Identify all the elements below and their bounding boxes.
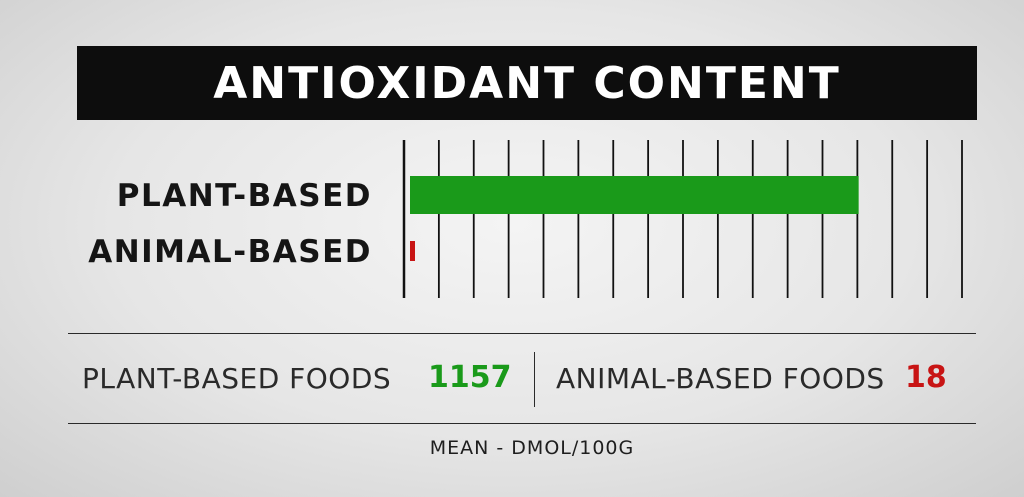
units-caption: MEAN - DMOL/100G <box>429 437 635 459</box>
plant-foods-label: PLANT-BASED FOODS <box>82 362 392 395</box>
category-label-animal: ANIMAL-BASED <box>88 234 372 270</box>
bar-chart: PLANT-BASED ANIMAL-BASED <box>88 140 963 298</box>
divider-bottom <box>68 423 976 424</box>
bar-animal-based <box>410 241 415 261</box>
divider-top <box>68 333 976 334</box>
category-label-plant: PLANT-BASED <box>117 178 372 214</box>
plant-foods-value: 1157 <box>428 360 512 395</box>
bar-plant-based <box>410 176 859 214</box>
title-bar: ANTIOXIDANT CONTENT <box>77 46 977 120</box>
animal-foods-label: ANIMAL-BASED FOODS <box>556 362 885 395</box>
animal-foods-value: 18 <box>905 360 947 395</box>
summary-separator <box>534 352 535 407</box>
chart-title: ANTIOXIDANT CONTENT <box>213 57 841 109</box>
